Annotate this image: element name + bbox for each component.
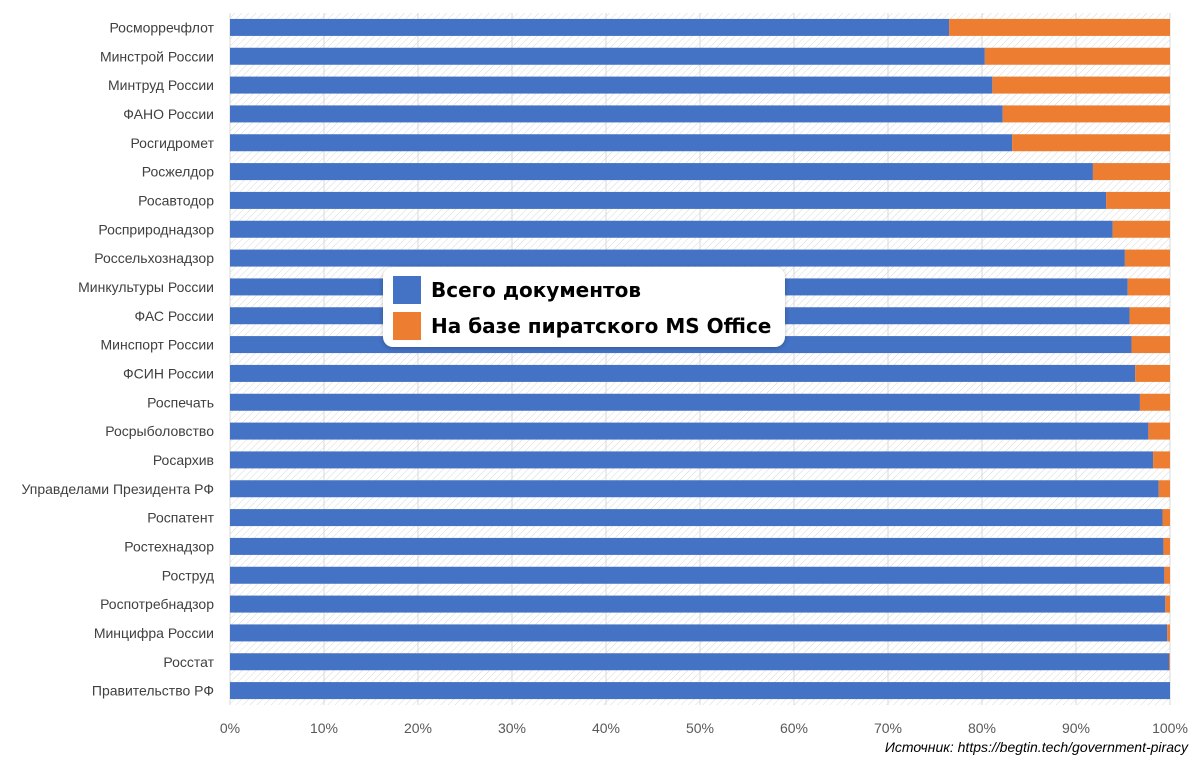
bar-pirated — [1165, 595, 1170, 613]
category-label: Роструд — [162, 567, 214, 583]
bar-pirated — [1158, 480, 1170, 498]
category-label: Росгидромет — [130, 135, 214, 151]
bar-total — [230, 134, 1013, 152]
bar-pirated — [1124, 249, 1170, 267]
x-tick-label: 80% — [968, 720, 996, 736]
bar-pirated — [1127, 278, 1170, 296]
x-tick-label: 20% — [404, 720, 432, 736]
legend-item-pirated: На базе пиратского MS Office — [393, 312, 771, 340]
bar-pirated — [1163, 537, 1170, 555]
x-tick-label: 90% — [1062, 720, 1090, 736]
bar-pirated — [1129, 307, 1170, 325]
legend-label-total: Всего документов — [431, 278, 642, 302]
bar-pirated — [1106, 191, 1170, 209]
bar-total — [230, 47, 985, 65]
bar-pirated — [1148, 422, 1170, 440]
x-tick-label: 100% — [1152, 720, 1188, 736]
legend-swatch-total — [393, 276, 421, 304]
x-tick-label: 50% — [686, 720, 714, 736]
category-label: ФСИН России — [123, 365, 214, 381]
x-tick-label: 30% — [498, 720, 526, 736]
bar-total — [230, 682, 1170, 700]
gridlines — [229, 13, 1171, 705]
bar-pirated — [1139, 393, 1170, 411]
category-label: Росприроднадзор — [98, 221, 214, 237]
legend-label-pirated: На базе пиратского MS Office — [431, 314, 772, 338]
bar-pirated — [992, 76, 1170, 94]
category-label: Росархив — [153, 452, 214, 468]
bar-pirated — [1153, 451, 1170, 469]
bar-pirated — [1012, 134, 1170, 152]
bar-pirated — [1131, 336, 1170, 354]
legend: Всего документов На базе пиратского MS O… — [383, 267, 785, 347]
category-label: Минстрой России — [100, 48, 214, 64]
category-labels: Росморречфлот Минстрой России Минтруд Росс… — [22, 19, 215, 698]
bar-pirated — [1162, 509, 1170, 527]
category-label: ФАНО России — [123, 106, 214, 122]
bar-total — [230, 595, 1166, 613]
bar-total — [230, 105, 1003, 123]
bar-total — [230, 220, 1113, 238]
category-label: Росморречфлот — [109, 19, 214, 35]
bar-pirated — [1135, 364, 1170, 382]
category-label: Минспорт России — [100, 337, 214, 353]
x-tick-label: 70% — [874, 720, 902, 736]
source-note: Источник: https://begtin.tech/government… — [884, 739, 1188, 755]
bar-pirated — [1002, 105, 1170, 123]
bar-pirated — [949, 18, 1170, 36]
bar-pirated — [1167, 624, 1170, 642]
bar-total — [230, 653, 1170, 671]
bar-pirated — [1169, 653, 1170, 671]
bars — [230, 18, 1170, 700]
bar-total — [230, 163, 1093, 181]
category-label: Роспотребнадзор — [100, 596, 214, 612]
category-label: Правительство РФ — [92, 683, 214, 699]
category-label: Минцифра России — [94, 625, 214, 641]
category-label: Роспечать — [147, 394, 214, 410]
category-label: Росрыболовство — [105, 423, 214, 439]
bar-total — [230, 18, 950, 36]
category-label: Минкультуры России — [78, 279, 214, 295]
category-label: Минтруд России — [108, 77, 214, 93]
legend-swatch-pirated — [393, 312, 421, 340]
category-label: Управделами Президента РФ — [22, 481, 215, 497]
bar-total — [230, 509, 1163, 527]
bar-pirated — [1092, 163, 1170, 181]
bar-total — [230, 191, 1107, 209]
bar-pirated — [984, 47, 1170, 65]
bar-total — [230, 624, 1168, 642]
bar-total — [230, 364, 1136, 382]
category-label: Росжелдор — [142, 164, 214, 180]
x-tick-label: 0% — [220, 720, 240, 736]
bar-total — [230, 393, 1140, 411]
category-label: Ростехнадзор — [124, 538, 214, 554]
x-tick-label: 10% — [310, 720, 338, 736]
category-label: Россельхознадзор — [94, 250, 214, 266]
category-label: Росавтодор — [138, 192, 214, 208]
bar-total — [230, 451, 1154, 469]
category-label: Росстат — [163, 654, 214, 670]
bar-total — [230, 480, 1159, 498]
legend-item-total: Всего документов — [393, 276, 641, 304]
x-tick-label: 40% — [592, 720, 620, 736]
category-label: Роспатент — [147, 510, 214, 526]
bar-total — [230, 537, 1164, 555]
bar-pirated — [1112, 220, 1170, 238]
x-tick-labels: 0% 10% 20% 30% 40% 50% 60% 70% 80% 90% 100% — [220, 720, 1188, 736]
bar-total — [230, 566, 1165, 584]
bar-pirated — [1164, 566, 1170, 584]
x-tick-label: 60% — [780, 720, 808, 736]
bar-total — [230, 76, 993, 94]
bar-total — [230, 249, 1125, 267]
category-label: ФАС России — [134, 308, 214, 324]
bar-total — [230, 422, 1149, 440]
